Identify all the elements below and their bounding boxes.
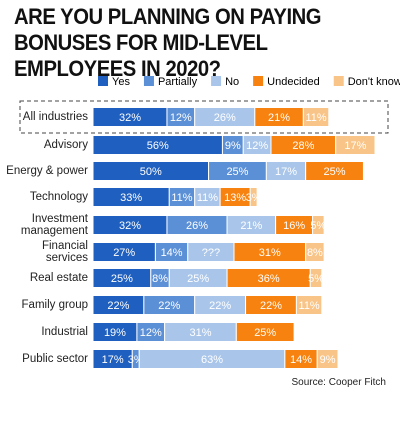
value-label: 12% [140,327,162,339]
legend-label: Don't know [348,76,400,88]
bar-segment [305,161,364,181]
legend-swatch [253,76,264,86]
category-label: Investment management [20,213,88,237]
bar-segment [312,215,325,235]
source: Source: Cooper Fitch [291,377,387,388]
bar-segment [295,295,323,315]
category-label: All industries [22,111,88,123]
value-label: 17% [275,166,297,178]
value-label: 25% [187,273,209,285]
value-label: 21% [240,220,262,232]
value-label: 12% [170,112,192,124]
value-label: 21% [268,112,290,124]
bar-segment [235,322,295,342]
value-label: 33% [120,192,142,204]
value-label: 25% [226,166,248,178]
value-label: 22% [107,300,129,312]
value-label: 63% [201,354,223,366]
value-label: 22% [209,300,231,312]
value-label: 11% [305,112,326,124]
value-label: 36% [258,273,280,285]
legend-swatch [211,76,222,86]
legend-swatch [143,76,154,86]
value-label: 25% [254,327,276,339]
value-label: 25% [111,273,133,285]
category-label: Industrial [41,326,88,338]
value-label: 28% [292,140,314,152]
legend-label: Yes [112,76,130,88]
legend-label: Undecided [267,76,320,88]
chart-title: ARE YOU PLANNING ON PAYING BONUSES FOR M… [14,4,322,81]
value-label: 14% [161,247,183,259]
value-label: 17% [344,140,366,152]
value-label: 11% [197,192,218,204]
legend-swatch [333,76,344,86]
value-label: 32% [119,220,141,232]
value-label: 31% [259,247,281,259]
value-label: 14% [290,354,312,366]
legend-label: Partially [158,76,198,88]
value-label: 9% [225,140,241,152]
value-label: 56% [147,140,169,152]
value-label: 50% [140,166,162,178]
category-label: Real estate [29,272,88,284]
value-label: 17% [102,354,124,366]
category-label: Financial services [41,240,88,264]
value-label: 9% [320,354,336,366]
value-label: 11% [299,300,320,312]
category-label: Family group [21,299,88,311]
bar-segment [302,107,330,127]
value-label: 26% [214,112,236,124]
value-label: 26% [186,220,208,232]
value-label: 16% [283,220,305,232]
value-label: 3% [246,192,262,204]
value-label: ??? [202,247,220,259]
category-label: Technology [29,191,88,203]
value-label: 19% [104,327,126,339]
legend-swatch [98,76,108,86]
bar-segment [249,187,258,207]
value-label: 8% [152,273,168,285]
bar-segment [316,349,339,369]
value-label: 13% [224,192,246,204]
bar-segment [305,242,325,262]
value-label: 12% [246,140,268,152]
value-label: 32% [119,112,141,124]
value-label: 5% [308,273,324,285]
bar-segment [309,268,323,288]
value-label: 22% [158,300,180,312]
value-label: 5% [310,220,326,232]
value-label: 31% [189,327,211,339]
category-label: Energy & power [6,165,88,177]
value-label: 27% [113,247,135,259]
bar-segment [335,135,376,155]
highlight-box [19,100,389,134]
value-label: 25% [324,166,346,178]
category-label: Public sector [22,353,88,365]
value-label: 22% [260,300,282,312]
legend-label: No [225,76,239,88]
value-label: 11% [171,192,192,204]
value-label: 8% [307,247,323,259]
category-label: Advisory [43,139,88,151]
